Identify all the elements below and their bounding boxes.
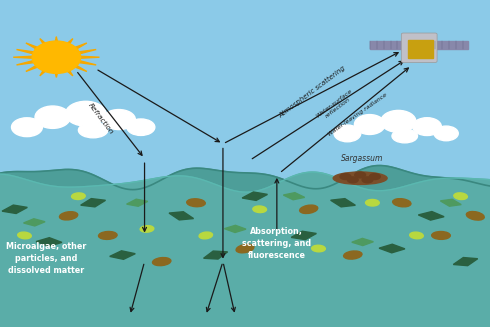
Ellipse shape <box>334 125 361 142</box>
Ellipse shape <box>102 110 135 129</box>
Polygon shape <box>169 212 194 220</box>
Text: Water-surface
reflection: Water-surface reflection <box>315 88 357 123</box>
Ellipse shape <box>140 226 154 232</box>
Ellipse shape <box>152 258 171 266</box>
Ellipse shape <box>381 111 416 132</box>
Polygon shape <box>24 219 45 226</box>
Polygon shape <box>352 238 373 246</box>
Ellipse shape <box>18 232 31 239</box>
Ellipse shape <box>369 174 380 180</box>
Ellipse shape <box>187 199 205 207</box>
Circle shape <box>32 41 80 73</box>
Ellipse shape <box>98 232 117 239</box>
Ellipse shape <box>78 123 108 138</box>
Ellipse shape <box>127 119 155 135</box>
Bar <box>370 41 403 49</box>
Polygon shape <box>242 192 268 200</box>
Ellipse shape <box>312 245 325 252</box>
Polygon shape <box>331 198 355 207</box>
Text: Water-leaving radiance: Water-leaving radiance <box>327 93 388 137</box>
Bar <box>435 41 468 49</box>
Ellipse shape <box>413 118 441 135</box>
Polygon shape <box>81 198 105 207</box>
Text: Refraction: Refraction <box>87 102 114 135</box>
Text: Microalgae, other
particles, and
dissolved matter: Microalgae, other particles, and dissolv… <box>6 242 87 275</box>
Ellipse shape <box>199 232 213 239</box>
Ellipse shape <box>392 129 417 143</box>
Ellipse shape <box>466 212 484 220</box>
Ellipse shape <box>300 205 318 214</box>
Ellipse shape <box>454 193 467 199</box>
Ellipse shape <box>66 101 106 126</box>
Polygon shape <box>203 251 228 259</box>
Polygon shape <box>224 225 246 232</box>
Ellipse shape <box>236 244 254 253</box>
Ellipse shape <box>35 106 71 129</box>
Ellipse shape <box>355 172 366 178</box>
Ellipse shape <box>432 232 450 239</box>
Ellipse shape <box>253 206 267 213</box>
Ellipse shape <box>59 212 78 220</box>
Ellipse shape <box>340 174 351 180</box>
Text: Absorption,
scattering, and
fluorescence: Absorption, scattering, and fluorescence <box>242 227 312 260</box>
Polygon shape <box>291 231 317 240</box>
Bar <box>408 40 433 58</box>
Text: Sargassum: Sargassum <box>342 154 384 163</box>
Ellipse shape <box>72 193 85 199</box>
Ellipse shape <box>362 177 373 183</box>
FancyBboxPatch shape <box>401 33 437 62</box>
Polygon shape <box>36 238 62 246</box>
Ellipse shape <box>343 251 362 259</box>
Ellipse shape <box>434 126 458 141</box>
Ellipse shape <box>392 198 411 207</box>
Ellipse shape <box>366 199 379 206</box>
Polygon shape <box>418 212 444 220</box>
Polygon shape <box>110 251 135 259</box>
Polygon shape <box>441 199 461 206</box>
Ellipse shape <box>347 177 358 183</box>
Polygon shape <box>283 193 305 200</box>
Polygon shape <box>453 258 478 266</box>
Polygon shape <box>13 37 99 77</box>
Ellipse shape <box>11 118 42 137</box>
Text: Atmospheric scattering: Atmospheric scattering <box>278 65 347 119</box>
Polygon shape <box>379 244 405 253</box>
Ellipse shape <box>354 114 385 134</box>
Polygon shape <box>126 199 148 206</box>
Ellipse shape <box>410 232 423 239</box>
Polygon shape <box>2 205 27 214</box>
Ellipse shape <box>333 172 387 184</box>
